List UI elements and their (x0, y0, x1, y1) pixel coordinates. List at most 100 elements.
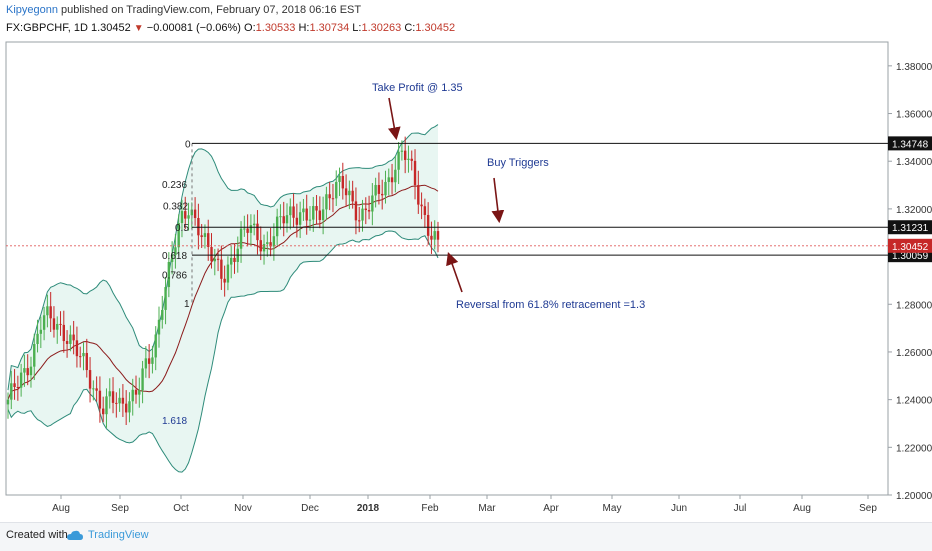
candle-body (75, 340, 79, 357)
x-tick-label: 2018 (357, 503, 380, 514)
annotation-text: Take Profit @ 1.35 (372, 82, 463, 94)
candle-body (328, 194, 331, 199)
candle-body (85, 352, 88, 371)
x-tick-label: Feb (421, 503, 439, 514)
level-badge-label: 1.30059 (892, 251, 929, 262)
candle-body (19, 372, 23, 388)
x-tick-label: Sep (859, 503, 877, 514)
bollinger-upper (7, 124, 439, 391)
level-badge (888, 220, 932, 235)
candle-body (423, 206, 427, 215)
y-tick-label: 1.20000 (896, 491, 932, 502)
candle-body (49, 306, 52, 319)
y-tick-label: 1.38000 (896, 62, 932, 73)
open-value: 1.30533 (255, 22, 296, 34)
candle-body (403, 150, 407, 160)
candle-body (426, 214, 430, 236)
candle-body (82, 352, 85, 357)
candle-body (154, 334, 157, 358)
x-tick-label: Nov (234, 503, 252, 514)
price-chart[interactable]: 1.20000 1.22000 1.24000 1.26000 1.28000 1.300… (0, 0, 932, 522)
open-label: O: (244, 22, 256, 34)
close-label: C: (404, 22, 416, 34)
candle-body (262, 244, 266, 252)
candle-body (177, 223, 180, 248)
tradingview-brand[interactable]: TradingView (88, 529, 149, 541)
candle-body (26, 368, 29, 376)
candle-body (180, 211, 184, 224)
candle-body (302, 208, 305, 213)
annotation-text: Buy Triggers (487, 157, 549, 169)
take-profit-arrow (388, 97, 401, 141)
candle-body (213, 258, 216, 262)
candle-body (65, 341, 69, 344)
fib-level-label: 0.382 (163, 201, 188, 212)
tradingview-cloud-icon (67, 530, 83, 540)
candle-body (29, 366, 33, 376)
candle-body (285, 215, 289, 224)
low-value: 1.30263 (361, 22, 402, 34)
bollinger-basis (7, 184, 439, 400)
candle-body (292, 206, 295, 218)
x-tick-label: May (603, 503, 622, 514)
candle-body (216, 258, 220, 260)
candle-body (348, 190, 351, 196)
x-tick-label: Dec (301, 503, 319, 514)
candle-body (184, 211, 187, 219)
candle-body (115, 402, 118, 404)
fib-level-label: 0.618 (162, 251, 187, 262)
fib-level-label: 1.618 (162, 416, 187, 427)
candle-body (6, 399, 10, 405)
annotation-text: Reversal from 61.8% retracement =1.3 (456, 299, 645, 311)
bollinger-fill (8, 124, 438, 473)
x-tick-label: Apr (543, 503, 559, 514)
candle-body (266, 242, 269, 245)
candle-body (308, 219, 312, 221)
candle-body (226, 264, 230, 283)
candle-body (407, 158, 410, 160)
bollinger-lower (7, 230, 439, 473)
candle-body (338, 176, 341, 182)
candle-body (256, 223, 259, 241)
candle-body (387, 177, 390, 182)
candle-body (128, 401, 131, 413)
candle-body (354, 201, 358, 221)
candle-body (203, 233, 207, 237)
close-value: 1.30452 (415, 22, 456, 34)
candle-body (358, 220, 361, 222)
candle-body (174, 247, 177, 256)
y-tick-label: 1.24000 (896, 396, 932, 407)
candle-body (282, 216, 285, 224)
x-tick-label: Aug (793, 503, 811, 514)
y-tick-label: 1.26000 (896, 348, 932, 359)
author-link[interactable]: Kipyegonn (6, 4, 58, 16)
candle-body (10, 383, 13, 400)
candle-body (305, 208, 308, 221)
candle-body (210, 246, 213, 262)
candle-body (433, 231, 436, 240)
candle-body (413, 160, 417, 186)
candle-body (36, 333, 39, 344)
candle-body (243, 228, 246, 230)
candle-body (223, 278, 226, 283)
created-with-label: Created with (6, 529, 68, 541)
y-tick-label: 1.34000 (896, 157, 932, 168)
low-label: L: (352, 22, 362, 34)
candle-body (344, 188, 348, 196)
candle-body (351, 190, 354, 202)
down-arrow-icon: ▼ (133, 23, 144, 34)
candle-body (101, 408, 105, 415)
candle-body (321, 209, 325, 221)
fib-level-label: 0 (185, 139, 191, 150)
candle-body (42, 315, 46, 330)
candle-body (318, 210, 322, 221)
candle-body (295, 217, 299, 225)
candle-body (246, 228, 249, 233)
candle-body (410, 158, 413, 161)
candle-body (220, 259, 223, 279)
y-tick-label: 1.36000 (896, 110, 932, 121)
candle-body (72, 334, 75, 341)
fib-level-label: 0.236 (162, 180, 187, 191)
candle-body (233, 257, 236, 262)
x-tick-label: Jul (734, 503, 747, 514)
